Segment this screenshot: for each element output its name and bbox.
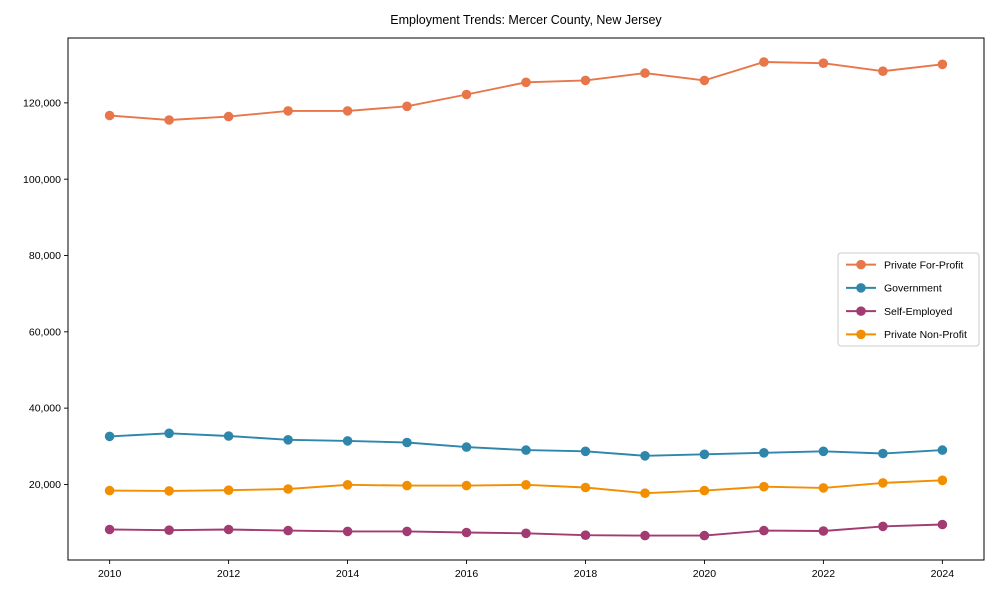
legend-item-self-employed: Self-Employed: [846, 306, 952, 318]
data-point-private-non-profit-2023: [878, 478, 888, 488]
data-point-private-non-profit-2017: [521, 480, 531, 490]
legend-item-private-non-profit: Private Non-Profit: [846, 329, 967, 341]
legend-marker-icon: [856, 283, 866, 293]
data-point-private-non-profit-2019: [640, 488, 650, 499]
data-point-private-for-profit-2021: [759, 57, 769, 67]
data-point-self-employed-2017: [521, 528, 531, 539]
data-point-private-non-profit-2020: [699, 485, 710, 496]
data-point-government-2021: [759, 448, 769, 458]
legend-label: Private For-Profit: [884, 259, 963, 271]
plot-frame: [67, 37, 985, 561]
data-point-self-employed-2016: [461, 527, 472, 538]
data-point-government-2018: [580, 446, 591, 457]
legend-label: Private Non-Profit: [884, 329, 967, 341]
data-point-private-non-profit-2015: [402, 480, 412, 491]
data-point-self-employed-2020: [699, 530, 710, 541]
chart-title: Employment Trends: Mercer County, New Je…: [390, 13, 662, 27]
legend-box: [837, 252, 980, 347]
x-tick-label: 2022: [812, 568, 836, 580]
data-point-self-employed-2015: [402, 526, 412, 537]
data-point-private-for-profit-2020: [699, 75, 710, 86]
legend-label: Self-Employed: [884, 306, 952, 318]
data-point-private-for-profit-2022: [818, 58, 829, 68]
data-point-private-for-profit-2012: [223, 111, 234, 122]
data-point-private-for-profit-2015: [402, 101, 412, 112]
data-point-private-for-profit-2010: [104, 110, 115, 121]
data-point-government-2019: [640, 451, 650, 461]
y-tick-label: 120,000: [23, 97, 61, 109]
data-point-government-2011: [164, 428, 174, 439]
data-point-self-employed-2021: [759, 525, 769, 536]
x-tick-label: 2012: [217, 568, 241, 580]
data-point-government-2012: [223, 431, 234, 441]
x-tick-label: 2024: [931, 568, 955, 580]
x-tick-label: 2014: [336, 568, 360, 580]
y-tick-label: 40,000: [29, 403, 61, 415]
y-tick-label: 60,000: [29, 326, 61, 338]
data-point-self-employed-2010: [104, 524, 115, 535]
data-point-government-2017: [521, 445, 531, 455]
legend-label: Government: [884, 283, 942, 295]
data-point-private-non-profit-2013: [283, 484, 293, 494]
data-point-government-2016: [461, 442, 472, 452]
series-line-private-for-profit: [108, 61, 944, 121]
legend: Private For-Profit Government Self-Employe…: [837, 252, 980, 347]
legend-marker-icon: [856, 329, 866, 340]
legend-item-private-for-profit: Private For-Profit: [846, 259, 963, 271]
data-point-private-for-profit-2024: [937, 59, 948, 70]
data-point-private-for-profit-2023: [878, 66, 888, 76]
data-point-self-employed-2013: [283, 525, 293, 536]
data-point-government-2022: [818, 446, 829, 457]
data-point-government-2024: [937, 445, 948, 455]
series-group: [104, 57, 948, 541]
x-tick-label: 2016: [455, 568, 479, 580]
y-tick-label: 80,000: [29, 250, 61, 262]
y-tick-label: 100,000: [23, 174, 61, 186]
data-point-self-employed-2011: [164, 525, 174, 535]
data-point-private-non-profit-2010: [104, 485, 115, 496]
data-point-private-non-profit-2016: [461, 480, 472, 491]
legend-marker-icon: [856, 259, 866, 270]
data-point-government-2013: [283, 435, 293, 445]
data-point-private-for-profit-2019: [640, 68, 650, 78]
data-point-government-2014: [342, 436, 353, 446]
axis-ticks: 20,000 40,000 60,000 80,000 100,000 120,000 20…: [23, 97, 954, 580]
data-point-self-employed-2018: [580, 530, 591, 540]
data-point-government-2010: [104, 431, 115, 442]
legend-marker-icon: [856, 306, 866, 316]
x-tick-label: 2020: [693, 568, 717, 580]
data-point-private-non-profit-2012: [223, 485, 234, 496]
data-point-private-for-profit-2013: [283, 106, 293, 116]
data-point-self-employed-2024: [937, 519, 948, 530]
data-point-self-employed-2019: [640, 530, 650, 541]
data-point-private-non-profit-2024: [937, 475, 948, 486]
data-point-private-for-profit-2017: [521, 77, 531, 88]
data-point-self-employed-2023: [878, 521, 888, 532]
legend-item-government: Government: [846, 283, 942, 295]
data-point-private-for-profit-2018: [580, 75, 591, 86]
data-point-self-employed-2014: [342, 526, 353, 537]
data-point-government-2023: [878, 448, 888, 459]
data-point-private-non-profit-2014: [342, 480, 353, 490]
y-tick-label: 20,000: [29, 479, 61, 491]
data-point-private-for-profit-2014: [342, 106, 353, 116]
data-point-self-employed-2022: [818, 526, 829, 536]
data-point-self-employed-2012: [223, 524, 234, 535]
x-tick-label: 2018: [574, 568, 598, 580]
x-tick-label: 2010: [98, 568, 122, 580]
data-point-private-non-profit-2022: [818, 483, 829, 493]
data-point-government-2020: [699, 449, 710, 460]
data-point-private-non-profit-2011: [164, 486, 174, 496]
data-point-private-non-profit-2021: [759, 481, 769, 492]
data-point-private-non-profit-2018: [580, 482, 591, 493]
data-point-government-2015: [402, 437, 412, 448]
data-point-private-for-profit-2011: [164, 115, 174, 125]
data-point-private-for-profit-2016: [461, 89, 472, 100]
